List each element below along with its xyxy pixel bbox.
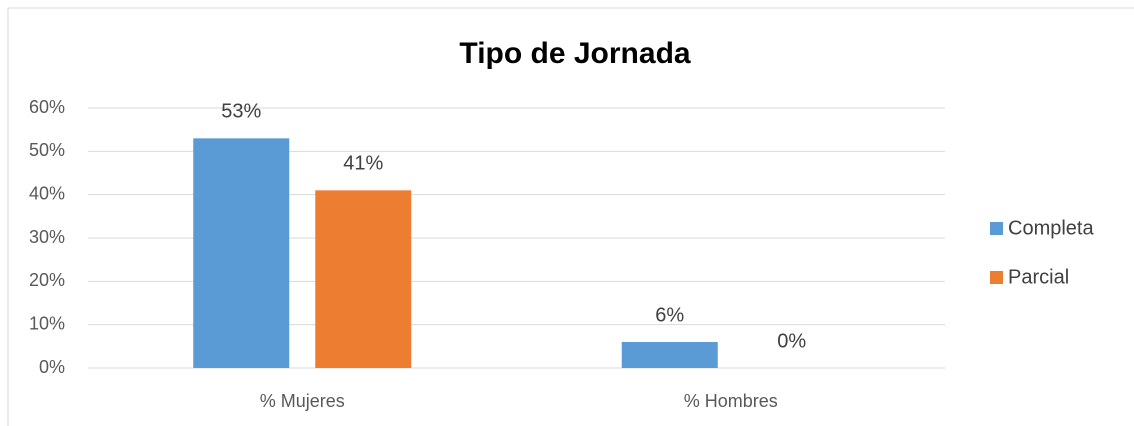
legend-swatch xyxy=(990,271,1003,284)
y-tick-label: 0% xyxy=(39,357,65,377)
y-tick-label: 60% xyxy=(29,97,65,117)
x-tick-label: % Mujeres xyxy=(260,391,345,411)
value-label: 6% xyxy=(655,304,684,326)
y-tick-label: 10% xyxy=(29,313,65,333)
value-label: 41% xyxy=(343,153,383,175)
legend-label: Parcial xyxy=(1008,266,1069,288)
chart-title: Tipo de Jornada xyxy=(459,37,690,70)
x-tick-label: % Hombres xyxy=(684,391,778,411)
y-tick-label: 50% xyxy=(29,140,65,160)
legend-label: Completa xyxy=(1008,217,1094,239)
legend-swatch xyxy=(990,222,1003,235)
y-tick-label: 20% xyxy=(29,270,65,290)
y-tick-label: 30% xyxy=(29,227,65,247)
bar xyxy=(621,342,718,368)
bar xyxy=(193,138,290,368)
bar xyxy=(315,190,412,368)
value-label: 53% xyxy=(221,101,261,123)
value-label: 0% xyxy=(777,330,806,352)
y-tick-label: 40% xyxy=(29,183,65,203)
